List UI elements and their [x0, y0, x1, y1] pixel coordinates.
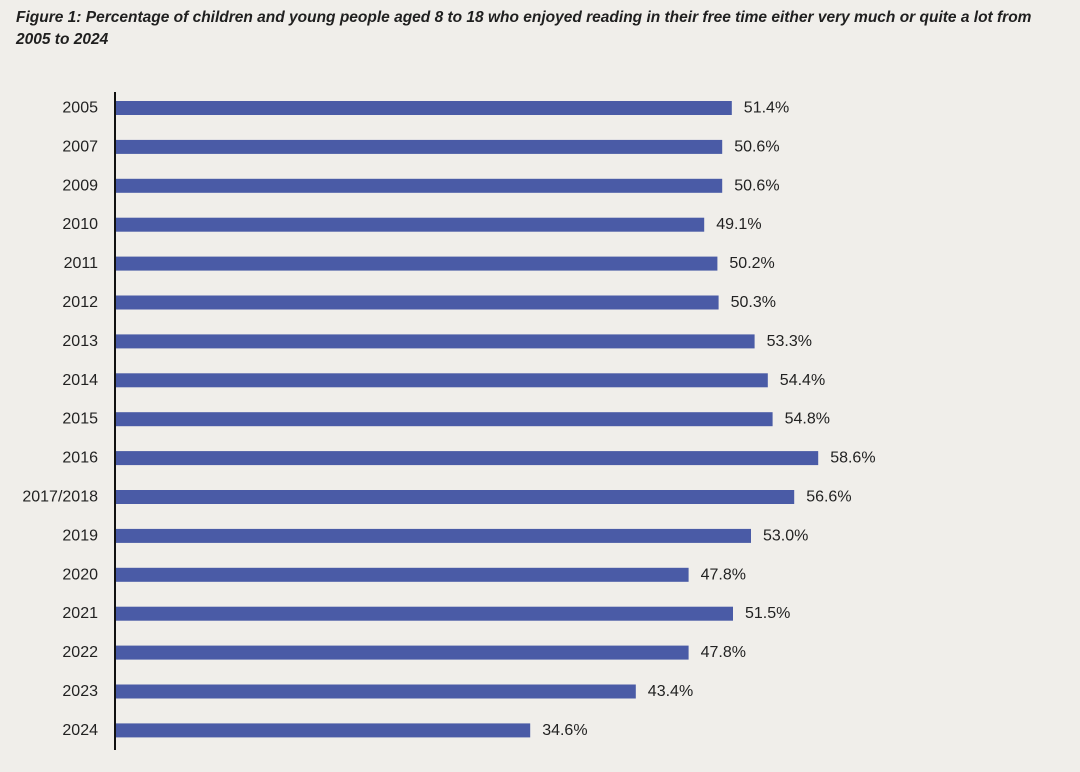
bar-2009: [115, 178, 723, 193]
bar-2012: [115, 295, 719, 310]
bar-2015: [115, 412, 773, 427]
y-tick-label: 2016: [62, 450, 98, 467]
y-tick-label: 2024: [62, 722, 98, 739]
data-label: 50.6%: [734, 177, 779, 194]
bar-2021: [115, 606, 733, 621]
y-tick-label: 2014: [62, 372, 98, 389]
y-tick-label: 2012: [62, 294, 98, 311]
bar-2013: [115, 334, 755, 349]
data-labels: 51.4% 50.6% 50.6% 49.1% 50.2% 50.3% 53.3% 54.4%…: [542, 100, 875, 739]
y-tick-label: 2022: [62, 644, 98, 661]
bar-2011: [115, 256, 718, 271]
data-label: 54.4%: [780, 372, 825, 389]
bar-2024: [115, 723, 531, 738]
y-tick-label: 2021: [62, 605, 98, 622]
bar-2016: [115, 451, 819, 466]
bar-2010: [115, 217, 705, 232]
data-label: 51.5%: [745, 605, 790, 622]
data-label: 50.6%: [734, 138, 779, 155]
data-label: 47.8%: [701, 566, 746, 583]
data-label: 56.6%: [806, 489, 851, 506]
bar-2020: [115, 567, 689, 582]
y-tick-label: 2017/2018: [22, 489, 98, 506]
bar-2014: [115, 373, 768, 388]
bar-2023: [115, 684, 636, 699]
y-tick-label: 2005: [62, 100, 98, 117]
bars-group: [115, 101, 819, 738]
y-tick-labels: 2005 2007 2009 2010 2011 2012 2013 2014 2015 2016…: [22, 100, 98, 739]
data-label: 49.1%: [716, 216, 761, 233]
y-tick-label: 2011: [64, 255, 99, 272]
data-label: 50.2%: [729, 255, 774, 272]
y-tick-label: 2009: [62, 177, 98, 194]
data-label: 53.0%: [763, 527, 808, 544]
y-tick-label: 2023: [62, 683, 98, 700]
y-tick-label: 2020: [62, 566, 98, 583]
bar-2005: [115, 101, 732, 115]
data-label: 58.6%: [830, 450, 875, 467]
bar-2007: [115, 139, 723, 154]
y-tick-label: 2019: [62, 527, 98, 544]
bar-2019: [115, 528, 751, 543]
y-tick-label: 2010: [62, 216, 98, 233]
chart-title: Figure 1: Percentage of children and you…: [16, 9, 1032, 48]
data-label: 51.4%: [744, 100, 789, 117]
data-label: 47.8%: [701, 644, 746, 661]
data-label: 54.8%: [785, 411, 830, 428]
y-tick-label: 2013: [62, 333, 98, 350]
data-label: 50.3%: [731, 294, 776, 311]
y-tick-label: 2015: [62, 411, 98, 428]
data-label: 43.4%: [648, 683, 693, 700]
bar-2017-2018: [115, 490, 795, 504]
bar-2022: [115, 645, 689, 660]
data-label: 34.6%: [542, 722, 587, 739]
data-label: 53.3%: [767, 333, 812, 350]
y-tick-label: 2007: [62, 138, 98, 155]
